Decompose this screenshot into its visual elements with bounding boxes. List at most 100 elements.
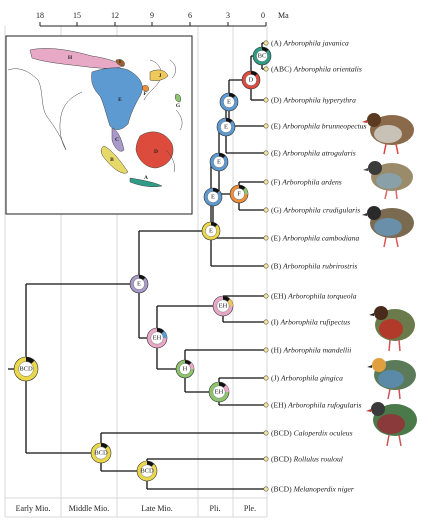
tip-area-code: (E) (271, 149, 283, 158)
tip-label: (H) Arborophila mandellii (271, 346, 351, 355)
tip-label: (BCD) Rollulus rouloul (271, 455, 343, 464)
distribution-map: H I J E F G C B D A (5, 35, 193, 215)
ancestral-node-label: E (217, 159, 221, 166)
ancestral-node-e4: E (203, 187, 223, 207)
tip-area-code: (B) (271, 262, 283, 271)
map-label-h: H (68, 55, 73, 61)
tip-label: (E) Arborophila brunneopectus (271, 122, 367, 131)
epoch-pleistocene: Ple. (244, 504, 256, 513)
tip-species-name: Arborophila mandellii (282, 346, 351, 355)
map-region-f (142, 85, 149, 92)
tip-marker (263, 402, 269, 408)
map-region-a (129, 177, 163, 188)
bird-icon (369, 306, 415, 352)
bird-illustrations (362, 113, 417, 447)
tip-label: (E) Arborophila atrogularis (271, 149, 356, 158)
tick-label: 6 (188, 11, 192, 20)
tip-marker (263, 40, 269, 46)
tip-label: (B) Arborophila rubrirostris (271, 262, 357, 271)
map-label-e: E (118, 97, 122, 103)
tip-marker (263, 66, 269, 72)
epoch-pliocene: Pli. (210, 504, 221, 513)
tip-area-code: (I) (271, 318, 281, 327)
ancestral-node-label: F (237, 191, 241, 198)
bird-icon (362, 206, 414, 248)
tip-species-name: Arborophila torqueola (287, 292, 357, 301)
epoch-late-miocene: Late Mio. (141, 504, 173, 513)
map-label-g: G (176, 103, 181, 109)
tip-species-name: Arborophila crudigularis (282, 206, 360, 215)
tip-marker (263, 263, 269, 269)
map-label-i: I (119, 59, 121, 65)
map-label-d: D (154, 149, 158, 155)
tip-label: (J) Arborophila gingica (271, 374, 343, 383)
tip-label: (I) Arborophila rufipectus (271, 318, 350, 327)
ancestral-node-d: D (241, 70, 261, 90)
map-region-g (174, 93, 182, 103)
tick-label: 3 (226, 11, 230, 20)
ancestral-node-root: BCD (13, 356, 39, 382)
map-region-c (111, 127, 125, 152)
tip-label: (G) Arborophila crudigularis (271, 206, 360, 215)
axis-unit: Ma (278, 11, 289, 20)
map-region-e (91, 67, 143, 130)
ancestral-node-bcd3: BCD (136, 460, 158, 482)
tip-marker (263, 97, 269, 103)
bird-icon (362, 113, 414, 155)
tip-marker (263, 375, 269, 381)
tip-label: (D) Arborophila hyperythra (271, 96, 356, 105)
ancestral-node-label: D (249, 77, 254, 84)
tip-label: (E) Arborophila cambodiana (271, 234, 360, 243)
tip-label: (BCD) Melanoperdix niger (271, 485, 354, 494)
ancestral-node-eh3: EH (208, 381, 230, 403)
map-region-d (135, 131, 174, 169)
tip-area-code: (E) (271, 122, 283, 131)
map-region-i (115, 59, 125, 67)
tip-species-name: Arborophila javanica (282, 39, 349, 48)
bird-icon (366, 402, 417, 447)
tip-area-code: (G) (271, 206, 283, 215)
tick-label: 18 (36, 11, 44, 20)
tick-label: 15 (73, 11, 81, 20)
ancestral-node-e1: E (219, 92, 239, 112)
map-label-c: C (115, 137, 119, 143)
tip-species-name: Arborophila hyperythra (282, 96, 356, 105)
tip-area-code: (D) (271, 96, 283, 105)
tip-area-code: (EH) (271, 401, 288, 410)
tip-area-code: (J) (271, 374, 281, 383)
tip-label: (BCD) Caloperdix oculeus (271, 429, 353, 438)
epoch-early-miocene: Early Mio. (16, 504, 51, 513)
map-label-f: F (143, 91, 147, 97)
ancestral-node-label: E (227, 99, 231, 106)
map-region-b (101, 145, 129, 174)
ancestral-node-label: EH (215, 389, 224, 396)
tick-label: 0 (261, 11, 265, 20)
tip-marker (263, 235, 269, 241)
map-label-j: J (159, 73, 162, 79)
tip-area-code: (BCD) (271, 429, 294, 438)
tip-marker (263, 319, 269, 325)
tip-species-name: Arborophila rubrirostris (282, 262, 357, 271)
tip-marker (263, 430, 269, 436)
time-axis: 18 15 12 9 6 3 0 Ma (36, 11, 289, 27)
tip-species-name: Melanoperdix niger (293, 485, 354, 494)
ancestral-node-label: E (137, 281, 141, 288)
tip-marker (263, 347, 269, 353)
tip-area-code: (E) (271, 234, 283, 243)
ancestral-node-eh2: EH (146, 327, 168, 349)
tip-species-name: Caloperdix oculeus (294, 429, 353, 438)
ancestral-node-label: BCD (94, 450, 108, 457)
tip-species-name: Arborophila rufipectus (280, 318, 351, 327)
bird-icon (367, 358, 416, 400)
tip-marker (263, 123, 269, 129)
tip-species-name: Arborophila ardens (281, 178, 342, 187)
ancestral-node-bcd2: BCD (90, 442, 112, 464)
tip-labels: (A) Arborophila javanica (ABC) Arborophil… (263, 39, 367, 494)
tip-marker (263, 150, 269, 156)
ancestral-node-label: H (183, 366, 188, 373)
ancestral-node-label: BCD (140, 468, 154, 475)
tip-species-name: Rollulus rouloul (293, 455, 343, 464)
ancestral-node-eh1: EH (212, 295, 234, 317)
tip-species-name: Arborophila atrogularis (282, 149, 356, 158)
